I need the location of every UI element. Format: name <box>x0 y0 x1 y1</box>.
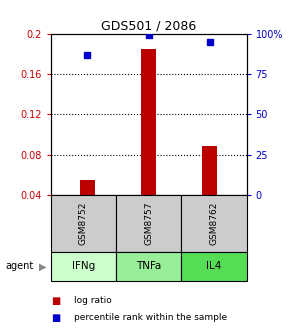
Bar <box>116 252 181 281</box>
Text: ■: ■ <box>51 296 60 306</box>
Title: GDS501 / 2086: GDS501 / 2086 <box>101 19 196 33</box>
Text: agent: agent <box>6 261 34 271</box>
Bar <box>80 180 95 235</box>
Text: GSM8752: GSM8752 <box>79 202 88 245</box>
Text: GSM8757: GSM8757 <box>144 202 153 245</box>
Text: log ratio: log ratio <box>74 296 112 305</box>
Text: ▶: ▶ <box>39 261 46 271</box>
Text: ■: ■ <box>51 312 60 323</box>
Bar <box>181 195 246 252</box>
Bar <box>51 195 116 252</box>
Text: TNFa: TNFa <box>136 261 161 271</box>
Text: IL4: IL4 <box>206 261 222 271</box>
Bar <box>51 252 116 281</box>
Bar <box>141 49 156 235</box>
Text: percentile rank within the sample: percentile rank within the sample <box>74 313 227 322</box>
Bar <box>181 252 246 281</box>
Bar <box>116 195 181 252</box>
Text: GSM8762: GSM8762 <box>209 202 218 245</box>
Bar <box>202 146 218 235</box>
Text: IFNg: IFNg <box>72 261 95 271</box>
